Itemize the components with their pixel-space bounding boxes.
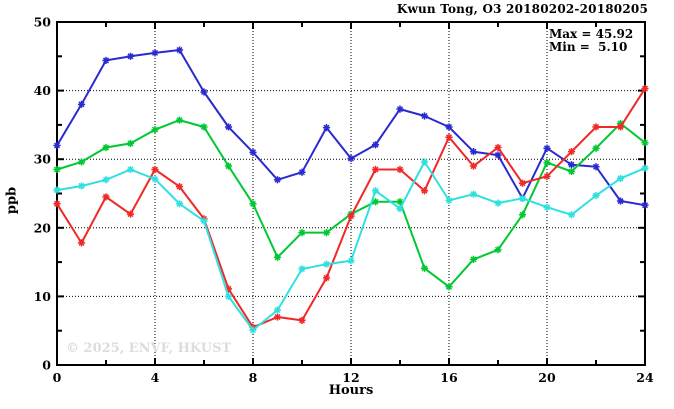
x-tick-label: 4 — [151, 370, 160, 385]
y-tick-label: 20 — [34, 220, 52, 235]
watermark: © 2025, ENVF, HKUST — [66, 341, 232, 356]
chart-title: Kwun Tong, O3 20180202-20180205 — [396, 2, 648, 16]
y-axis-title: ppb — [4, 186, 20, 215]
x-tick-label: 16 — [440, 370, 458, 385]
blue-line — [53, 46, 649, 209]
min-annotation: Min = 5.10 — [549, 40, 628, 54]
x-tick-label: 12 — [342, 370, 359, 385]
y-tick-label: 30 — [34, 152, 52, 167]
x-axis-title: Hours — [328, 383, 374, 398]
y-tick-label: 50 — [34, 15, 52, 30]
max-annotation: Max = 45.92 — [549, 27, 634, 41]
y-tick-label: 10 — [34, 289, 52, 304]
x-tick-label: 8 — [249, 370, 258, 385]
y-tick-label: 0 — [42, 358, 51, 373]
y-tick-label: 40 — [34, 83, 52, 98]
cyan-line — [53, 158, 649, 334]
red-line — [53, 84, 649, 331]
x-tick-label: 24 — [636, 370, 654, 385]
x-tick-label: 0 — [53, 370, 62, 385]
x-tick-label: 20 — [538, 370, 556, 385]
